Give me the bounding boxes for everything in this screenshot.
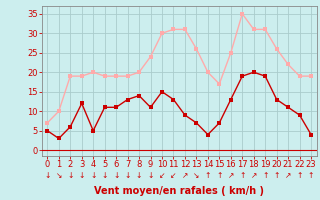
Text: ↓: ↓ [136, 171, 142, 180]
Text: ↙: ↙ [170, 171, 177, 180]
Text: ↑: ↑ [239, 171, 245, 180]
Text: ↑: ↑ [274, 171, 280, 180]
Text: ↗: ↗ [228, 171, 234, 180]
Text: ↓: ↓ [67, 171, 74, 180]
Text: ↓: ↓ [78, 171, 85, 180]
Text: ↙: ↙ [159, 171, 165, 180]
Text: ↓: ↓ [101, 171, 108, 180]
Text: ↓: ↓ [113, 171, 119, 180]
Text: ↘: ↘ [193, 171, 200, 180]
Text: ↘: ↘ [56, 171, 62, 180]
Text: ↗: ↗ [251, 171, 257, 180]
Text: ↓: ↓ [90, 171, 96, 180]
Text: ↑: ↑ [262, 171, 268, 180]
Text: ↓: ↓ [44, 171, 51, 180]
Text: ↓: ↓ [124, 171, 131, 180]
Text: ↑: ↑ [205, 171, 211, 180]
Text: ↑: ↑ [296, 171, 303, 180]
Text: ↗: ↗ [285, 171, 291, 180]
Text: ↑: ↑ [308, 171, 314, 180]
Text: ↓: ↓ [147, 171, 154, 180]
Text: ↑: ↑ [216, 171, 222, 180]
Text: ↗: ↗ [182, 171, 188, 180]
X-axis label: Vent moyen/en rafales ( km/h ): Vent moyen/en rafales ( km/h ) [94, 186, 264, 196]
